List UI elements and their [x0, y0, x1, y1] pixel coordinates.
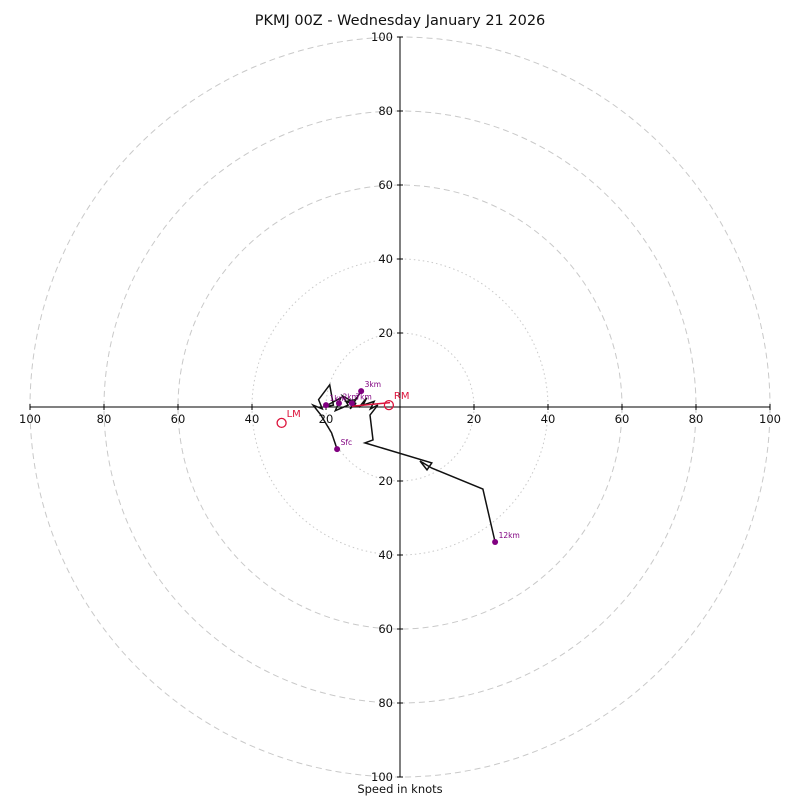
storm-motion-markers: RM LM — [276, 391, 410, 429]
height-marker-label-12km: 12km — [499, 531, 520, 540]
x-tick-label: 40 — [541, 412, 556, 426]
storm-motion-marker-lm — [276, 417, 287, 429]
height-marker-label-1km: 1km — [330, 394, 346, 403]
height-marker-label-7km: 7km — [355, 392, 371, 401]
y-tick-label: 80 — [378, 104, 393, 118]
storm-motion-marker-rm — [383, 399, 395, 411]
storm-motion-segment — [351, 401, 391, 408]
height-marker-label-2km: 2km — [342, 392, 358, 401]
y-tick-label: 60 — [378, 622, 393, 636]
height-marker-2km — [335, 400, 342, 407]
x-tick-label: 20 — [467, 412, 482, 426]
wind-trace — [310, 382, 496, 543]
height-marker-7km — [348, 400, 355, 407]
x-tick-label: 100 — [759, 412, 781, 426]
height-marker-3km — [358, 388, 365, 395]
height-marker-label-sfc: Sfc — [341, 438, 353, 447]
x-tick-label: 60 — [171, 412, 186, 426]
x-tick-label: 80 — [689, 412, 704, 426]
y-tick-label: 40 — [378, 548, 393, 562]
y-tick-label: 40 — [378, 252, 393, 266]
chart-title: PKMJ 00Z - Wednesday January 21 2026 — [255, 13, 546, 29]
x-tick-label: 60 — [615, 412, 630, 426]
x-tick-label: 100 — [19, 412, 41, 426]
axes: 20 20 20 20 40 40 40 40 60 60 60 60 80 80 80 80 100 100 10… — [19, 30, 781, 784]
x-axis-label: Speed in knots — [357, 782, 442, 796]
y-tick-label: 100 — [371, 770, 393, 784]
y-tick-label: 80 — [378, 696, 393, 710]
height-marker-label-3km: 3km — [365, 380, 381, 389]
y-tick-label: 60 — [378, 178, 393, 192]
height-marker-12km — [492, 539, 499, 546]
x-tick-label: 80 — [97, 412, 112, 426]
y-tick-label: 20 — [378, 474, 393, 488]
storm-motion-label-lm: LM — [287, 409, 301, 420]
x-tick-label: 40 — [245, 412, 260, 426]
height-marker-1km — [323, 402, 329, 409]
wind-trace — [310, 382, 496, 543]
x-tick-label: 20 — [319, 412, 334, 426]
storm-motion-label-rm: RM — [394, 391, 410, 402]
y-tick-label: 20 — [378, 326, 393, 340]
y-tick-label: 100 — [371, 30, 393, 44]
height-marker-sfc — [334, 446, 341, 453]
